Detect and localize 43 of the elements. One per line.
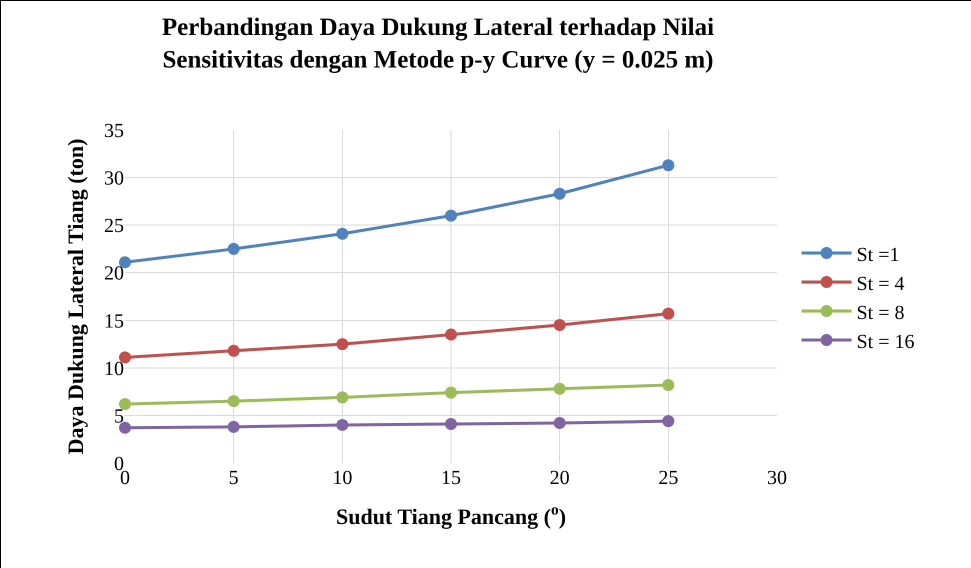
y-tick-label: 5 (114, 405, 124, 428)
point (554, 319, 566, 332)
point (445, 418, 457, 430)
x-tick-label: 15 (441, 467, 461, 489)
legend-label: St = 8 (856, 302, 905, 324)
point (445, 386, 457, 399)
point (119, 398, 131, 410)
x-tick-label: 25 (658, 467, 678, 489)
point (228, 395, 240, 408)
point (554, 188, 566, 200)
x-tick-label: 10 (332, 467, 352, 489)
point (228, 344, 240, 357)
point (336, 391, 348, 404)
point (662, 378, 674, 391)
point (228, 420, 240, 433)
point (554, 382, 566, 395)
point (119, 351, 131, 364)
point (336, 228, 348, 240)
y-tick-label: 35 (104, 120, 124, 142)
point (445, 328, 457, 341)
y-tick-label: 15 (104, 310, 124, 332)
point (662, 159, 674, 172)
point (554, 417, 566, 430)
x-tick-label: 5 (228, 467, 239, 489)
point (336, 418, 348, 431)
x-tick-label: 30 (767, 467, 787, 489)
point (662, 415, 674, 428)
y-tick-label: 20 (104, 262, 124, 285)
x-tick-label: 20 (550, 467, 570, 489)
point (336, 338, 348, 350)
point (445, 210, 457, 222)
y-tick-label: 30 (104, 168, 124, 190)
chart-title: Perbandingan Daya Dukung Lateral terhadap Nilai Sensitivitas dengan Metode p-y Curve (y = 0.025 m) (162, 14, 714, 74)
legend-label: St = 4 (856, 272, 905, 295)
x-axis-title: Sudut Tiang Pancang ($^{o}$) (336, 502, 566, 529)
y-axis-title: Daya Dukung Lateral Tiang (ton) (62, 138, 88, 454)
legend-label: St =1 (856, 244, 900, 266)
point (228, 242, 240, 255)
point (662, 308, 674, 320)
legend-label: St = 16 (856, 330, 915, 353)
y-tick-label: 25 (104, 215, 124, 238)
point (119, 422, 131, 434)
y-tick-label: 10 (104, 358, 124, 380)
